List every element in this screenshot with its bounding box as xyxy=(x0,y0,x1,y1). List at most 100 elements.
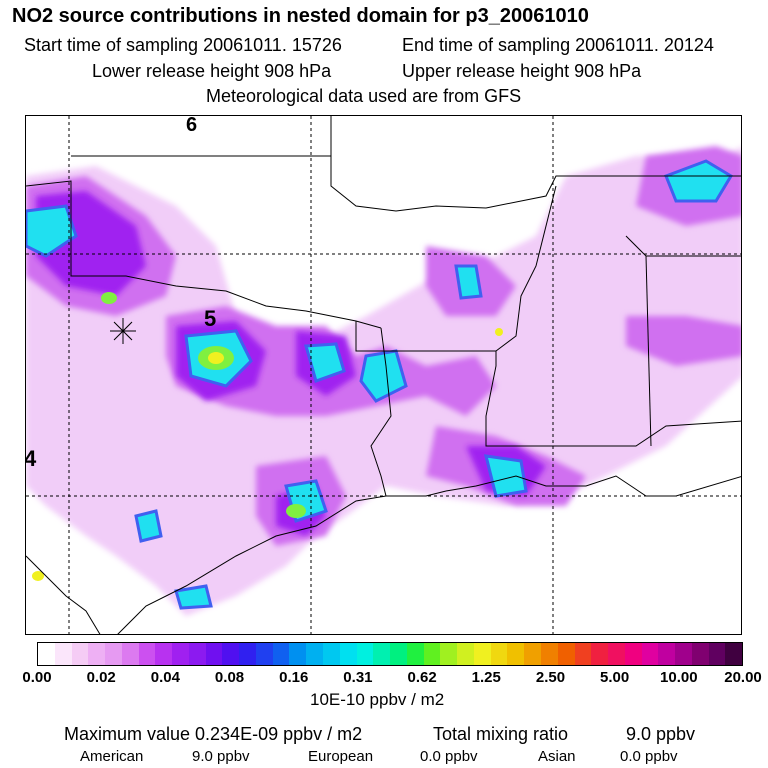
colorbar-segment xyxy=(406,643,424,665)
plume-cyan-spot xyxy=(454,264,483,300)
plume-cyan-spot xyxy=(174,584,213,610)
colorbar-segment xyxy=(473,643,491,665)
colorbar-segment xyxy=(272,643,290,665)
concentration-map: 6 5 4 xyxy=(26,116,741,634)
colorbar-tick-label: 0.02 xyxy=(86,669,116,686)
european-label: European xyxy=(308,748,374,765)
colorbar-tick-label: 0.16 xyxy=(279,669,309,686)
colorbar-tick-label: 0.62 xyxy=(407,669,437,686)
colorbar-segment xyxy=(105,643,122,665)
colorbar-segment xyxy=(507,643,525,665)
met-data-label: Meteorological data used are from GFS xyxy=(206,86,522,106)
page-title: NO2 source contributions in nested domai… xyxy=(12,5,589,27)
colorbar-segment xyxy=(641,643,659,665)
colorbar-tick-label: 20.00 xyxy=(724,669,762,686)
colorbar-segment xyxy=(155,643,173,665)
hotspot-green xyxy=(286,504,306,518)
map-label-4: 4 xyxy=(26,446,37,471)
colorbar-tick-label: 10.00 xyxy=(660,669,698,686)
end-time-label: End time of sampling 20061011. 20124 xyxy=(402,35,714,55)
plume-cyan-spot xyxy=(664,159,734,203)
state-border xyxy=(645,255,652,447)
asian-value: 0.0 ppbv xyxy=(620,748,678,765)
american-label: American xyxy=(80,748,144,765)
colorbar-segment xyxy=(691,643,709,665)
colorbar-segment xyxy=(373,643,391,665)
plume-mid-region xyxy=(626,316,741,366)
plume-cyan-spot xyxy=(484,454,528,498)
colorbar-segment xyxy=(390,643,407,665)
colorbar-segment xyxy=(239,643,256,665)
colorbar-segment xyxy=(725,643,743,665)
upper-release-label: Upper release height 908 hPa xyxy=(402,61,642,81)
colorbar-segment xyxy=(172,643,189,665)
state-border xyxy=(355,321,741,447)
colorbar-segment xyxy=(356,643,374,665)
plume-cyan-spot xyxy=(304,342,346,383)
state-border xyxy=(625,235,741,257)
state-border xyxy=(71,116,332,157)
colorbar-segment xyxy=(323,643,340,665)
american-value: 9.0 ppbv xyxy=(192,748,250,765)
hotspot-yellow xyxy=(208,352,224,364)
colorbar-segment xyxy=(138,643,156,665)
boundary-lines xyxy=(26,116,741,634)
state-border xyxy=(26,555,101,634)
colorbar-segment xyxy=(624,643,642,665)
colorbar-segment xyxy=(490,643,508,665)
state-border xyxy=(26,180,382,329)
colorbar-units: 10E-10 ppbv / m2 xyxy=(310,690,445,709)
colorbar-segment xyxy=(708,643,726,665)
colorbar-segment xyxy=(339,643,357,665)
colorbar-segment xyxy=(289,643,307,665)
colorbar-segment xyxy=(71,643,89,665)
colorbar-segment xyxy=(205,643,223,665)
max-value-label: Maximum value 0.234E-09 ppbv / m2 xyxy=(64,724,363,744)
hotspot-yellow xyxy=(495,328,503,336)
colorbar-segment xyxy=(457,643,474,665)
colorbar-tick-label: 0.31 xyxy=(343,669,373,686)
hotspot-yellow xyxy=(32,571,44,581)
colorbar-segment xyxy=(121,643,139,665)
colorbar-tick-label: 5.00 xyxy=(600,669,630,686)
colorbar-tick-label: 0.08 xyxy=(214,669,245,686)
lower-release-label: Lower release height 908 hPa xyxy=(92,61,332,81)
colorbar-segment xyxy=(306,643,324,665)
state-border xyxy=(370,327,392,497)
colorbar-tick-label: 2.50 xyxy=(535,669,566,686)
state-border xyxy=(495,185,557,352)
colorbar-segment xyxy=(440,643,458,665)
colorbar-segment xyxy=(540,643,558,665)
start-time-label: Start time of sampling 20061011. 15726 xyxy=(24,35,342,55)
colorbar-tick-label: 0.04 xyxy=(150,669,180,686)
state-border xyxy=(330,156,741,212)
source-location-marker xyxy=(110,318,136,344)
colorbar-tick-label: 1.25 xyxy=(471,669,501,686)
colorbar-segment xyxy=(255,643,273,665)
colorbar-segment xyxy=(524,643,541,665)
colorbar-segment xyxy=(188,643,206,665)
colorbar xyxy=(37,642,743,666)
colorbar-segment xyxy=(557,643,575,665)
colorbar-segment xyxy=(675,643,692,665)
plume-cyan-spot xyxy=(134,509,163,543)
colorbar-segment xyxy=(658,643,676,665)
colorbar-segment xyxy=(54,643,72,665)
colorbar-segment xyxy=(574,643,592,665)
colorbar-segment xyxy=(591,643,609,665)
total-mixing-label: Total mixing ratio xyxy=(433,724,569,744)
colorbar-segment xyxy=(88,643,106,665)
colorbar-segment xyxy=(423,643,441,665)
colorbar-tick-label: 0.00 xyxy=(22,669,52,686)
plume-hot-layer xyxy=(32,292,503,581)
total-mixing-value: 9.0 ppbv xyxy=(626,724,696,744)
hotspot-green xyxy=(101,292,117,304)
latlon-grid xyxy=(26,116,741,634)
colorbar-segment xyxy=(38,643,55,665)
plume-cyan-spot xyxy=(359,349,408,403)
asian-label: Asian xyxy=(538,748,576,765)
plume-cyan-spot xyxy=(26,204,78,258)
map-panel: 6 5 4 xyxy=(25,115,742,635)
colorbar-segment xyxy=(222,643,240,665)
european-value: 0.0 ppbv xyxy=(420,748,478,765)
